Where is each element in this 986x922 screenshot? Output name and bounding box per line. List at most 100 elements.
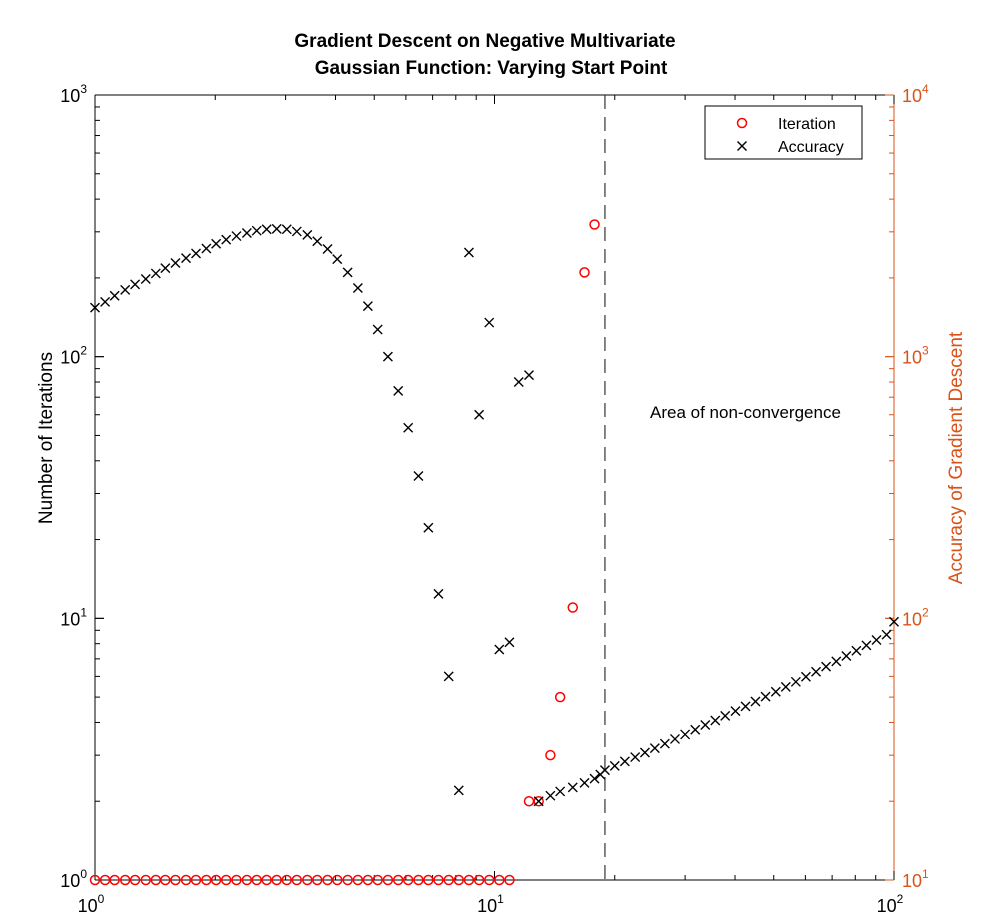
accuracy-point (700, 720, 711, 731)
y-axis-label-left: Number of Iterations (36, 352, 57, 524)
iteration-point (473, 874, 485, 886)
iteration-point (170, 874, 181, 886)
iteration-point (413, 874, 424, 886)
accuracy-point (322, 243, 333, 254)
iteration-point (392, 874, 404, 886)
iteration-point (311, 874, 323, 886)
accuracy-point (494, 644, 505, 655)
accuracy-point (181, 253, 192, 264)
accuracy-point (881, 629, 892, 640)
accuracy-point (555, 786, 566, 797)
iteration-point (453, 874, 465, 886)
y-right-tick-label-2: 103 (902, 344, 929, 368)
iteration-point (241, 874, 253, 886)
accuracy-point (90, 302, 100, 313)
chart-title-line-2: Gaussian Function: Varying Start Point (315, 58, 668, 79)
iteration-point (362, 874, 374, 886)
accuracy-point (889, 616, 899, 627)
iteration-point (331, 874, 343, 886)
accuracy-point (599, 765, 610, 776)
accuracy-point (372, 324, 383, 335)
iteration-point (201, 874, 212, 886)
iteration-point (220, 874, 232, 886)
chart-marks (89, 219, 899, 886)
accuracy-point (800, 671, 811, 682)
iteration-point (180, 874, 192, 886)
accuracy-point (221, 234, 232, 245)
chart-title-line-1: Gradient Descent on Negative Multivariat… (294, 31, 675, 52)
accuracy-point (443, 671, 454, 682)
accuracy-point (690, 724, 701, 735)
iteration-point (342, 874, 353, 886)
accuracy-point (463, 247, 474, 258)
accuracy-point (150, 268, 161, 279)
accuracy-point (533, 796, 544, 807)
accuracy-point (271, 223, 282, 234)
accuracy-point (261, 224, 272, 235)
y-left-tick-label-2: 102 (60, 344, 87, 368)
accuracy-point (251, 225, 262, 236)
iteration-point (352, 874, 364, 886)
accuracy-point (630, 752, 641, 763)
iteration-point (494, 874, 505, 886)
accuracy-point (474, 409, 485, 420)
iteration-point (291, 874, 303, 886)
accuracy-point (609, 760, 620, 771)
iteration-point (129, 874, 141, 886)
accuracy-point (639, 747, 650, 758)
accuracy-point (291, 226, 302, 237)
accuracy-point (382, 351, 393, 362)
annotation-non-convergence: Area of non-convergence (650, 403, 841, 422)
iteration-point (281, 874, 293, 886)
iteration-point (261, 874, 272, 886)
y-left-tick-label-1: 101 (60, 605, 87, 629)
accuracy-point (780, 681, 791, 692)
accuracy-point (861, 640, 872, 651)
accuracy-point (821, 661, 832, 672)
accuracy-point (589, 773, 600, 784)
accuracy-point (730, 706, 741, 717)
x-tick-label-2: 102 (877, 892, 904, 916)
accuracy-point (790, 676, 801, 687)
accuracy-point (120, 284, 131, 295)
accuracy-point (423, 522, 434, 533)
accuracy-point (302, 229, 313, 240)
accuracy-point (332, 254, 343, 265)
iteration-point (483, 874, 495, 886)
accuracy-point (352, 282, 363, 293)
accuracy-point (871, 635, 882, 646)
iteration-point (504, 874, 515, 886)
accuracy-point (513, 377, 524, 388)
accuracy-point (413, 470, 424, 481)
iteration-point (463, 874, 475, 886)
iteration-point (433, 874, 444, 886)
plot-area (95, 95, 894, 880)
legend-label-accuracy: Accuracy (778, 139, 844, 156)
x-tick-label-1: 101 (477, 892, 504, 916)
accuracy-point (241, 227, 252, 238)
y-right-tick-label-0: 101 (902, 867, 929, 891)
iteration-point (402, 874, 414, 886)
iteration-point (251, 874, 262, 886)
accuracy-point (211, 238, 222, 249)
accuracy-point (740, 701, 751, 712)
accuracy-point (393, 385, 404, 396)
accuracy-point (649, 743, 660, 754)
accuracy-point (545, 790, 556, 801)
iteration-point (190, 874, 202, 886)
legend-marker-iteration (736, 117, 748, 129)
accuracy-point (170, 258, 181, 269)
iteration-point (89, 874, 101, 886)
y-right-tick-label-1: 102 (902, 605, 929, 629)
accuracy-point (567, 782, 578, 793)
accuracy-point (669, 733, 680, 744)
iteration-point (119, 874, 131, 886)
y-axis-label-right: Accuracy of Gradient Descent (946, 331, 967, 584)
iteration-point (545, 749, 556, 761)
accuracy-point (710, 715, 721, 726)
accuracy-point (680, 729, 691, 740)
accuracy-point (504, 637, 515, 648)
accuracy-point (619, 756, 630, 767)
